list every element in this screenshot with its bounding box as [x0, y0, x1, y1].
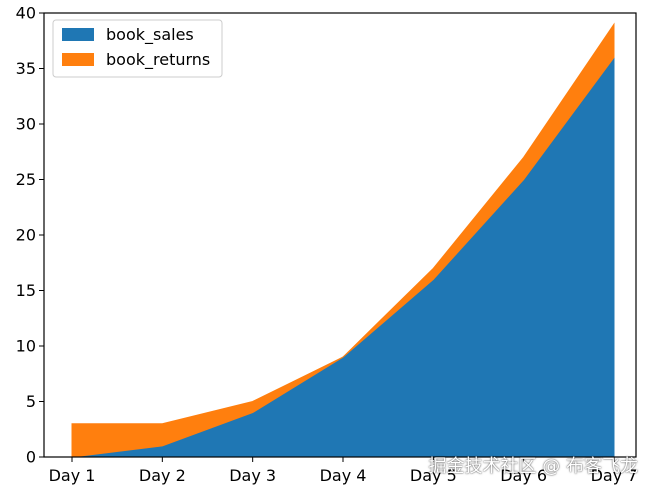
area-series-book_sales — [71, 55, 615, 458]
y-tick-label: 0 — [26, 448, 36, 467]
y-axis: 0 5 10 15 20 25 30 35 40 — [16, 4, 44, 467]
x-tick-label: Day 3 — [229, 466, 276, 485]
legend-label-book_sales: book_sales — [106, 25, 194, 45]
x-tick-label: Day 2 — [139, 466, 186, 485]
y-tick-label: 25 — [16, 170, 36, 189]
legend-label-book_returns: book_returns — [106, 50, 210, 70]
x-tick-label: Day 1 — [49, 466, 96, 485]
area-series-book_returns — [71, 22, 615, 458]
x-tick-label: Day 5 — [410, 466, 457, 485]
legend-swatch-book_returns — [62, 53, 94, 66]
legend-box — [52, 19, 223, 78]
x-tick-label: Day 7 — [591, 466, 638, 485]
y-tick-label: 20 — [16, 226, 36, 245]
y-tick-label: 10 — [16, 337, 36, 356]
y-tick-label: 30 — [16, 115, 36, 134]
y-tick-label: 15 — [16, 281, 36, 300]
x-axis: Day 1 Day 2 Day 3 Day 4 Day 5 Day 6 Day 7 — [49, 457, 638, 485]
x-tick-label: Day 4 — [320, 466, 367, 485]
y-tick-label: 35 — [16, 59, 36, 78]
y-tick-label: 40 — [16, 4, 36, 23]
y-tick-label: 5 — [26, 392, 36, 411]
area-layer — [71, 22, 615, 458]
x-tick-label: Day 6 — [500, 466, 547, 485]
legend: book_sales book_returns — [52, 19, 223, 78]
watermark: 掘金技术社区 @ 布客飞龙 — [428, 456, 638, 477]
legend-swatch-book_sales — [62, 28, 94, 41]
